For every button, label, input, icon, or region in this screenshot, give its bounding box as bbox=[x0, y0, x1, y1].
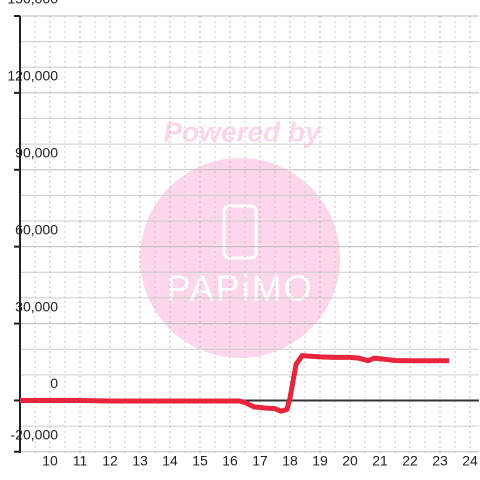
x-tick-label: 17 bbox=[252, 453, 268, 469]
x-tick-label: 22 bbox=[402, 453, 418, 469]
x-tick-label: 20 bbox=[342, 453, 358, 469]
x-tick-label: 12 bbox=[102, 453, 118, 469]
x-tick-label: 21 bbox=[372, 453, 388, 469]
x-tick-label: 19 bbox=[312, 453, 328, 469]
y-tick-label: 60,000 bbox=[15, 221, 58, 237]
x-tick-label: 18 bbox=[282, 453, 298, 469]
watermark-phone bbox=[222, 204, 258, 260]
y-tick-label: 120,000 bbox=[7, 68, 58, 84]
y-tick-label: 150,000 bbox=[7, 0, 58, 7]
watermark-text: Powered by bbox=[163, 116, 322, 147]
data-line bbox=[20, 353, 449, 414]
x-tick-label: 23 bbox=[432, 453, 448, 469]
x-tick-label: 15 bbox=[192, 453, 208, 469]
x-tick-label: 14 bbox=[162, 453, 178, 469]
watermark: Powered by PAPiMO bbox=[140, 116, 340, 358]
y-tick-label: 90,000 bbox=[15, 144, 58, 160]
x-tick-label: 24 bbox=[462, 453, 478, 469]
y-tick-label: -20,000 bbox=[11, 426, 59, 442]
x-tick-label: 16 bbox=[222, 453, 238, 469]
x-tick-label: 11 bbox=[73, 453, 88, 469]
x-tick-label: 13 bbox=[132, 453, 148, 469]
y-tick-label: 30,000 bbox=[15, 298, 58, 314]
x-tick-label: 10 bbox=[42, 453, 58, 469]
watermark-brand: PAPiMO bbox=[166, 268, 313, 309]
y-tick-label: 0 bbox=[50, 375, 58, 391]
